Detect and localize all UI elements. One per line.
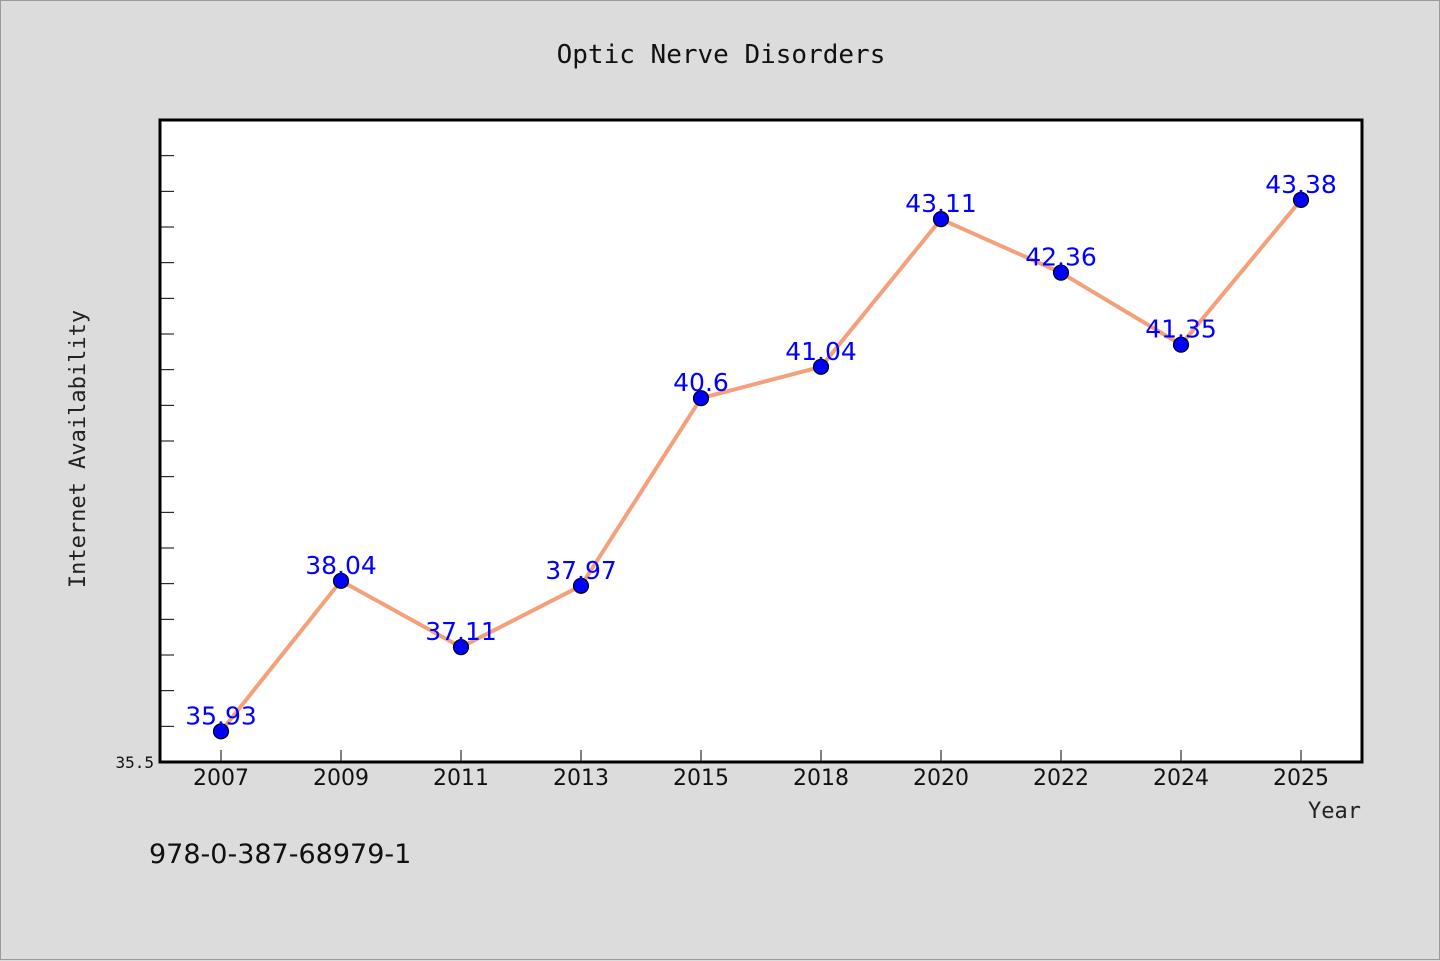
chart-title: Optic Nerve Disorders — [557, 40, 886, 70]
data-point-marker — [332, 572, 350, 589]
y-axis-label: Internet Availability — [66, 310, 91, 588]
series-line — [219, 198, 1303, 733]
data-label: 41.04 — [785, 337, 857, 366]
data-label: 35.93 — [185, 701, 257, 730]
data-point-marker — [572, 577, 590, 594]
data-point-marker — [1052, 264, 1070, 281]
data-point-marker — [1172, 336, 1190, 353]
data-point-marker — [1292, 191, 1310, 208]
x-tick-label: 2020 — [913, 766, 969, 791]
series-line-group — [212, 191, 1310, 740]
data-label: 37.11 — [425, 617, 497, 646]
footer-code: 978-0-387-68979-1 — [149, 839, 411, 870]
x-tick-label: 2025 — [1273, 766, 1329, 791]
data-label: 38.04 — [305, 551, 377, 580]
data-labels-group: 35.93 38.04 37.11 37.97 40.6 41.04 43.11 42.36 4… — [185, 170, 1337, 730]
data-label: 43.11 — [905, 189, 977, 218]
x-axis-label: Year — [1308, 799, 1361, 824]
data-point-marker — [212, 723, 230, 740]
x-tick-label: 2007 — [193, 766, 249, 791]
x-tick-label: 2018 — [793, 766, 849, 791]
x-tick-label: 2024 — [1153, 766, 1209, 791]
plot-area — [158, 118, 1364, 764]
data-label: 43.38 — [1265, 170, 1337, 199]
data-label: 42.36 — [1025, 243, 1097, 272]
y-tick-label-min: 35.5 — [115, 753, 154, 772]
x-tick-label: 2011 — [433, 766, 489, 791]
x-tick-label: 2022 — [1033, 766, 1089, 791]
data-label: 40.6 — [673, 368, 729, 397]
data-label: 37.97 — [545, 556, 617, 585]
data-point-marker — [932, 211, 950, 228]
data-label: 41.35 — [1145, 315, 1217, 344]
x-tick-label: 2015 — [673, 766, 729, 791]
y-minor-ticks — [160, 155, 174, 727]
x-tick-label: 2009 — [313, 766, 369, 791]
data-point-marker — [692, 390, 710, 407]
x-axis-ticks: 2007 2009 2011 2013 2015 2018 2020 2022 2024 2025 — [193, 750, 1329, 791]
x-tick-label: 2013 — [553, 766, 609, 791]
data-point-marker — [452, 639, 470, 656]
data-point-marker — [812, 358, 830, 375]
